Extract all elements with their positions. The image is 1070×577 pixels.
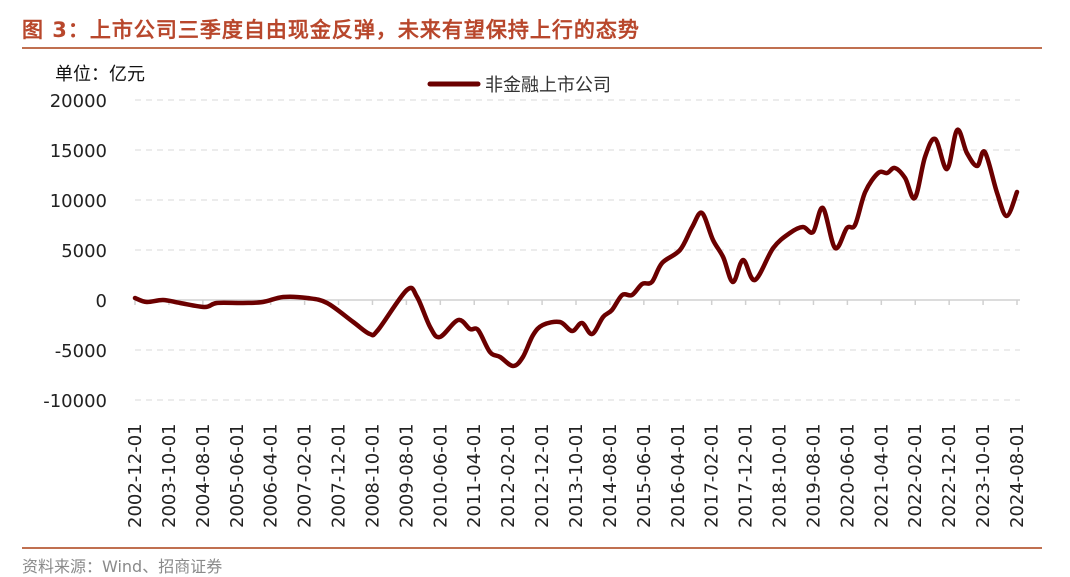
- y-tick-label: 0: [96, 291, 107, 312]
- y-tick-label: -5000: [55, 341, 107, 362]
- x-tick-label: 2017-12-01: [736, 423, 757, 528]
- y-tick-label: -10000: [43, 391, 107, 412]
- series-line-non-financial: [132, 127, 1020, 369]
- x-tick-label: 2016-04-01: [668, 423, 689, 528]
- x-tick-label: 2013-10-01: [566, 423, 587, 528]
- y-tick-label: 10000: [50, 191, 107, 212]
- y-tick-label: 5000: [61, 241, 107, 262]
- x-tick-label: 2020-06-01: [837, 423, 858, 528]
- x-tick-label: 2010-06-01: [430, 423, 451, 528]
- x-tick-label: 2007-02-01: [295, 423, 316, 528]
- x-tick-label: 2008-10-01: [362, 423, 383, 528]
- legend: 非金融上市公司: [427, 75, 611, 96]
- x-tick-label: 2002-12-01: [125, 423, 146, 528]
- x-tick-label: 2011-04-01: [464, 423, 485, 528]
- x-tick-label: 2015-06-01: [634, 423, 655, 528]
- x-tick-label: 2005-06-01: [227, 423, 248, 528]
- x-tick-label: 2004-08-01: [193, 423, 214, 528]
- x-tick-label: 2006-04-01: [261, 423, 282, 528]
- x-tick-label: 2022-12-01: [939, 423, 960, 528]
- legend-label: 非金融上市公司: [485, 75, 611, 96]
- unit-label: 单位：亿元: [55, 64, 145, 85]
- x-tick-label: 2012-12-01: [532, 423, 553, 528]
- figure-title: 图 3：上市公司三季度自由现金反弹，未来有望保持上行的态势: [22, 18, 640, 42]
- x-tick-label: 2022-02-01: [905, 423, 926, 528]
- x-tick-label: 2017-02-01: [702, 423, 723, 528]
- y-tick-label: 15000: [50, 141, 107, 162]
- x-tick-label: 2018-10-01: [770, 423, 791, 528]
- x-tick-label: 2024-08-01: [1007, 423, 1028, 528]
- x-tick-label: 2012-02-01: [498, 423, 519, 528]
- x-tick-label: 2019-08-01: [803, 423, 824, 528]
- y-tick-label: 20000: [50, 91, 107, 112]
- x-tick-label: 2003-10-01: [159, 423, 180, 528]
- x-tick-label: 2007-12-01: [329, 423, 350, 528]
- x-tick-label: 2014-08-01: [600, 423, 621, 528]
- x-tick-label: 2021-04-01: [871, 423, 892, 528]
- x-tick-label: 2023-10-01: [973, 423, 994, 528]
- footer-divider: [22, 547, 1042, 549]
- title-divider: [22, 47, 1042, 49]
- x-tick-label: 2009-08-01: [396, 423, 417, 528]
- source-note: 资料来源：Wind、招商证券: [22, 557, 223, 576]
